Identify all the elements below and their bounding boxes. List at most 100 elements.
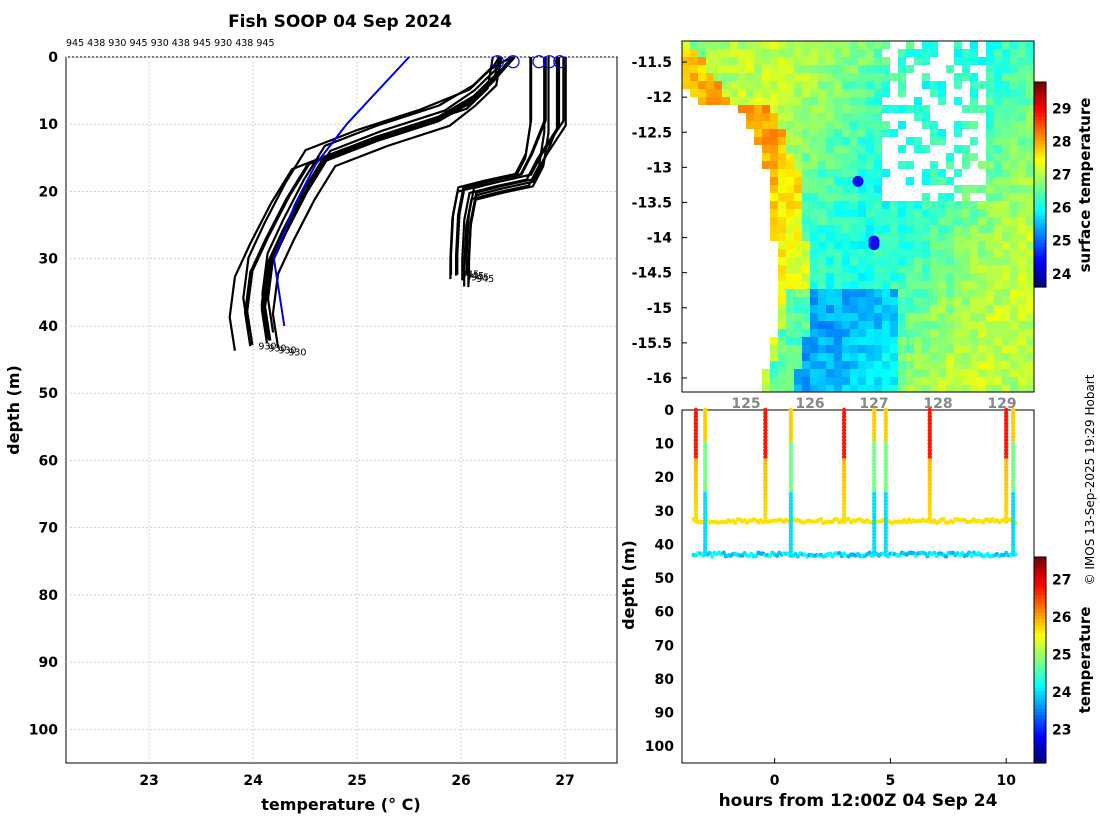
sst-cell bbox=[738, 129, 746, 137]
sst-cell bbox=[898, 145, 906, 153]
sst-cell bbox=[1026, 41, 1034, 49]
sst-cell bbox=[714, 193, 722, 201]
sst-cell bbox=[962, 321, 970, 329]
sst-cell bbox=[706, 65, 714, 73]
sst-cell bbox=[906, 65, 914, 73]
sst-cell bbox=[954, 57, 962, 65]
sst-colorbar-segment bbox=[1034, 123, 1046, 128]
sst-cell bbox=[738, 73, 746, 81]
deep-cast-point bbox=[1010, 478, 1016, 483]
deep-cast-point bbox=[883, 501, 888, 507]
sst-cell bbox=[986, 153, 994, 161]
sst-cell bbox=[722, 105, 730, 113]
sst-cell bbox=[682, 321, 690, 329]
sst-cell bbox=[1026, 137, 1034, 145]
sst-cell bbox=[858, 313, 866, 321]
sst-cell bbox=[746, 89, 754, 97]
sst-cell bbox=[810, 305, 818, 313]
sst-cell bbox=[1002, 193, 1010, 201]
sst-cell bbox=[946, 49, 954, 57]
sst-cell bbox=[738, 185, 746, 193]
sst-cell bbox=[802, 273, 810, 281]
sst-cell bbox=[898, 201, 906, 209]
sst-cell bbox=[874, 193, 882, 201]
sst-cell bbox=[730, 201, 738, 209]
sst-cell bbox=[714, 385, 722, 392]
sst-cell bbox=[1026, 249, 1034, 257]
sst-cell bbox=[762, 273, 770, 281]
sst-cell bbox=[730, 297, 738, 305]
sst-cell bbox=[714, 289, 722, 297]
sst-cell bbox=[874, 161, 882, 169]
sst-cell bbox=[866, 193, 874, 201]
sst-cell bbox=[882, 361, 890, 369]
deep-cast-point bbox=[702, 438, 708, 443]
sst-cell bbox=[978, 289, 986, 297]
sst-cell bbox=[986, 113, 994, 121]
sst-cell bbox=[890, 73, 898, 81]
sst-cell bbox=[962, 49, 970, 57]
sst-cell bbox=[850, 289, 858, 297]
sst-cell bbox=[834, 305, 842, 313]
sst-cell bbox=[850, 81, 858, 89]
sst-cell bbox=[922, 153, 930, 161]
sst-cell bbox=[794, 297, 802, 305]
shallow-cast-point bbox=[763, 475, 768, 480]
sst-cell bbox=[746, 369, 754, 377]
deep-cast-point bbox=[1010, 407, 1016, 413]
sst-cell bbox=[722, 265, 730, 273]
deep-track-point bbox=[709, 554, 715, 559]
profile-y-tick-label: 0 bbox=[48, 50, 58, 66]
sst-cell bbox=[1026, 313, 1034, 321]
sst-cell bbox=[1002, 353, 1010, 361]
sst-cell bbox=[722, 209, 730, 217]
time-depth-points bbox=[691, 407, 1018, 559]
deep-cast-point bbox=[702, 528, 708, 534]
sst-cell bbox=[714, 113, 722, 121]
sst-cell bbox=[762, 241, 770, 249]
sst-cell bbox=[810, 377, 818, 385]
shallow-cast-point bbox=[1004, 485, 1009, 490]
deep-cast-point bbox=[1010, 441, 1016, 446]
sst-cell bbox=[962, 185, 970, 193]
sst-cell bbox=[834, 113, 842, 121]
sst-cell bbox=[770, 201, 778, 209]
shallow-cast-point bbox=[1004, 471, 1009, 477]
sst-cell bbox=[690, 297, 698, 305]
sst-cell bbox=[970, 241, 978, 249]
time-depth-x-axis-label: hours from 12:00Z 04 Sep 24 bbox=[719, 791, 998, 811]
sst-cell bbox=[1018, 153, 1026, 161]
sst-cell bbox=[714, 169, 722, 177]
deep-cast-point bbox=[788, 448, 794, 453]
sst-cell bbox=[882, 297, 890, 305]
sst-cell bbox=[922, 345, 930, 353]
sst-cell bbox=[938, 385, 946, 392]
sst-cell bbox=[1002, 233, 1010, 241]
sst-cell bbox=[730, 241, 738, 249]
sst-cell bbox=[850, 137, 858, 145]
shallow-cast-point bbox=[1004, 481, 1009, 487]
sst-cell bbox=[810, 113, 818, 121]
sst-cell bbox=[954, 169, 962, 177]
profile-start-circle bbox=[542, 55, 557, 69]
sst-cell bbox=[706, 113, 714, 121]
deep-cast-point bbox=[883, 411, 888, 416]
sst-cell bbox=[818, 89, 826, 97]
shallow-cast-point bbox=[841, 427, 847, 433]
sst-cell bbox=[730, 217, 738, 225]
deep-track-point bbox=[966, 550, 972, 555]
sst-cell bbox=[770, 145, 778, 153]
sst-cell bbox=[954, 121, 962, 129]
sst-cell bbox=[930, 145, 938, 153]
sst-cell bbox=[930, 153, 938, 161]
shallow-cast-point bbox=[763, 448, 768, 453]
sst-cell bbox=[794, 313, 802, 321]
sst-cell bbox=[986, 225, 994, 233]
sst-cell bbox=[874, 353, 882, 361]
sst-cell bbox=[850, 385, 858, 392]
sst-cell bbox=[930, 209, 938, 217]
sst-cell bbox=[802, 289, 810, 297]
deep-cast-point bbox=[883, 451, 888, 456]
deep-cast-point bbox=[1010, 549, 1016, 554]
shallow-cast-point bbox=[693, 438, 699, 443]
